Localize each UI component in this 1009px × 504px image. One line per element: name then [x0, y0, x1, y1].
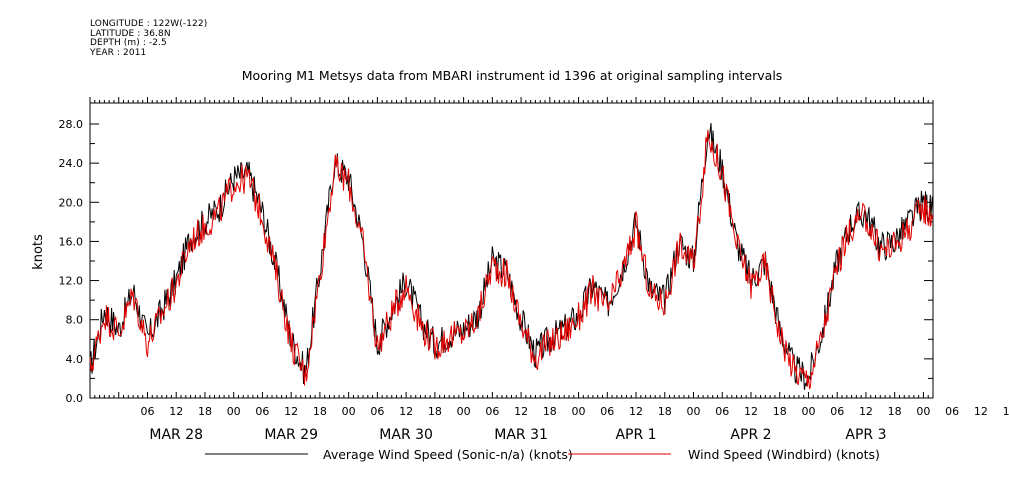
y-tick-label: 8.0: [66, 314, 84, 327]
y-axis: 0.0 4.0 8.0 12.0 16.0 20.0 24.0 28.0: [59, 118, 933, 405]
x-hour-label: 18: [198, 405, 212, 418]
x-hour-label: 00: [572, 405, 586, 418]
x-hour-label: 06: [370, 405, 384, 418]
y-tick-label: 4.0: [66, 353, 84, 366]
x-hour-label: 06: [600, 405, 614, 418]
x-day-label: MAR 28: [149, 427, 203, 443]
y-tick-label: 0.0: [66, 392, 84, 405]
x-hour-label: 18: [1003, 405, 1009, 418]
x-axis: 06 12 18 00 06 12 18 00 06 12 18 00 06 12 18 00 06 12 18 00…: [89, 97, 1009, 443]
plot-frame: [89, 102, 934, 399]
x-hour-label: 06: [485, 405, 499, 418]
x-hour-label: 12: [974, 405, 988, 418]
year-label: YEAR : 2011: [90, 47, 147, 58]
x-hour-label: 06: [255, 405, 269, 418]
latitude-label: LATITUDE : 36.8N: [90, 28, 171, 39]
x-hour-label: 12: [284, 405, 298, 418]
series-layer: [89, 123, 934, 390]
x-day-label: MAR 30: [379, 427, 433, 443]
x-hour-label: 06: [140, 405, 154, 418]
metadata-block: LONGITUDE : 122W(-122) LATITUDE : 36.8N …: [90, 19, 208, 58]
x-hour-label: 12: [744, 405, 758, 418]
x-hour-label: 18: [773, 405, 787, 418]
x-hour-label: 18: [543, 405, 557, 418]
x-hour-label: 12: [859, 405, 873, 418]
y-tick-label: 16.0: [59, 235, 84, 248]
x-hour-label: 18: [313, 405, 327, 418]
x-hour-label: 06: [945, 405, 959, 418]
longitude-label: LONGITUDE : 122W(-122): [90, 19, 208, 29]
plot-border: [89, 102, 934, 399]
x-hour-label: 12: [514, 405, 528, 418]
x-hour-label: 00: [227, 405, 241, 418]
x-day-label: APR 1: [615, 427, 656, 443]
x-hour-label: 00: [342, 405, 356, 418]
x-hour-label: 18: [658, 405, 672, 418]
legend-label-sonic: Average Wind Speed (Sonic-n/a) (knots): [323, 447, 573, 462]
x-day-label: MAR 29: [264, 427, 318, 443]
x-hour-label: 00: [916, 405, 930, 418]
x-day-label: APR 3: [845, 427, 886, 443]
x-hour-label: 00: [687, 405, 701, 418]
series-line-1: [89, 129, 934, 390]
x-hour-label: 12: [629, 405, 643, 418]
x-hour-label: 12: [169, 405, 183, 418]
x-hour-label: 00: [801, 405, 815, 418]
series-line-0: [89, 123, 934, 390]
y-tick-label: 28.0: [59, 118, 84, 131]
y-tick-label: 20.0: [59, 196, 84, 209]
depth-label: DEPTH (m) : -2.5: [90, 38, 167, 48]
x-hour-label: 12: [399, 405, 413, 418]
x-hour-label: 18: [428, 405, 442, 418]
x-hour-label: 06: [715, 405, 729, 418]
x-hour-label: 18: [888, 405, 902, 418]
y-tick-label: 24.0: [59, 157, 84, 170]
y-tick-label: 12.0: [59, 275, 84, 288]
chart-title: Mooring M1 Metsys data from MBARI instru…: [242, 68, 783, 83]
x-day-label: MAR 31: [494, 427, 548, 443]
x-day-label: APR 2: [730, 427, 771, 443]
y-axis-label: knots: [31, 234, 46, 270]
x-hour-label: 06: [830, 405, 844, 418]
legend-label-windbird: Wind Speed (Windbird) (knots): [688, 447, 880, 462]
legend: Average Wind Speed (Sonic-n/a) (knots) W…: [205, 447, 880, 462]
x-hour-label: 00: [457, 405, 471, 418]
